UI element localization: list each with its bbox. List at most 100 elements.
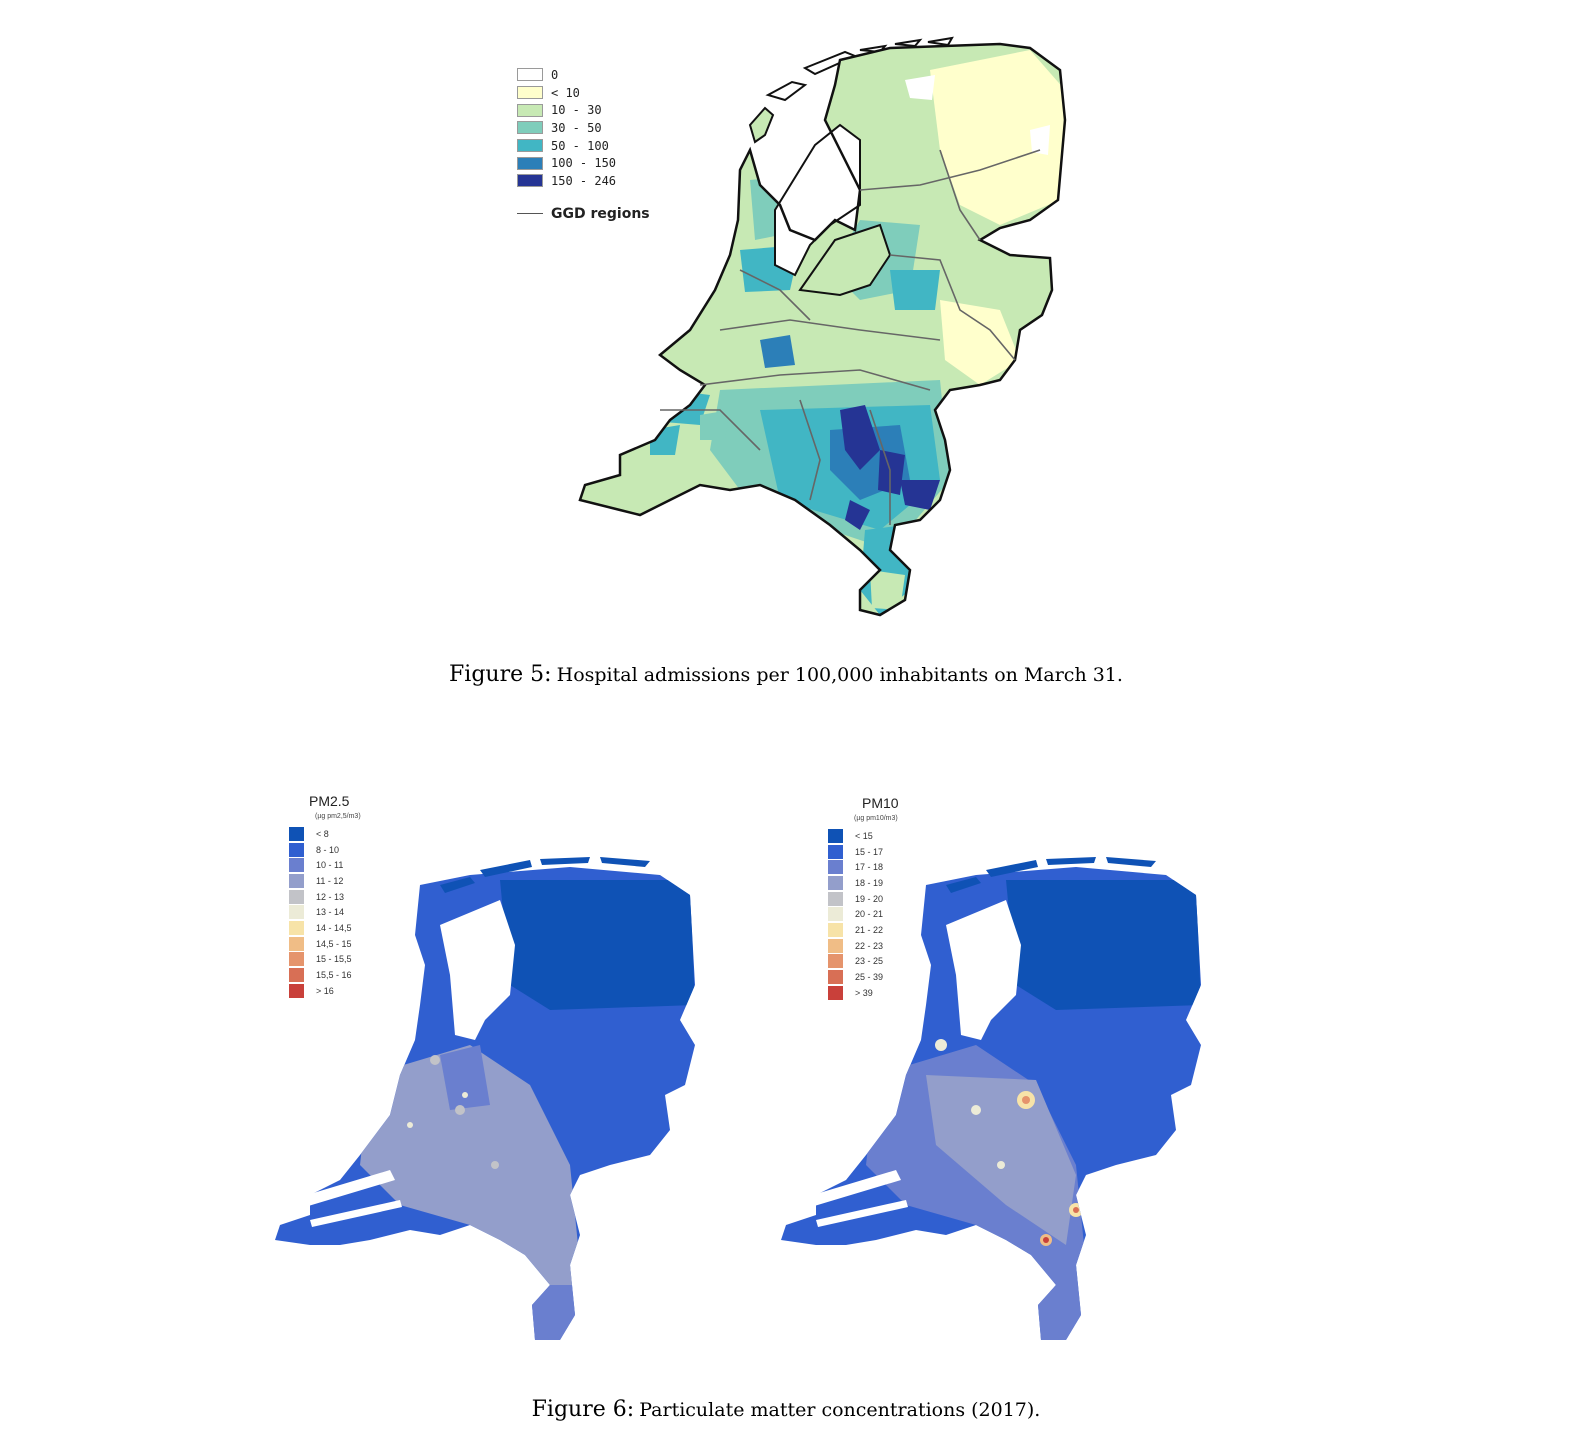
legend-label: 15 - 15,5 <box>316 954 352 965</box>
legend-label: 22 - 23 <box>855 940 884 951</box>
legend-label: 19 - 20 <box>855 893 884 904</box>
legend-entry: 10 - 11 <box>289 857 361 873</box>
legend-label: 8 - 10 <box>316 844 340 855</box>
legend-swatch <box>289 968 304 983</box>
legend-label: 10 - 30 <box>551 103 602 118</box>
legend-swatch <box>517 139 543 153</box>
legend-swatch <box>289 873 304 888</box>
pm10-legend: PM10 (µg pm10/m3) < 15 15 - 17 17 - 18 18 -… <box>828 795 899 1001</box>
legend-swatch <box>828 891 843 906</box>
wadden-island <box>927 36 954 47</box>
wadden-island <box>894 38 923 48</box>
legend-entry: 22 - 23 <box>828 938 899 954</box>
legend-label: 25 - 39 <box>855 972 884 983</box>
legend-swatch <box>289 826 304 841</box>
legend-entry: 150 - 246 <box>517 172 650 190</box>
ijsselmeer-water <box>946 900 1021 1040</box>
legend-entry: 30 - 50 <box>517 119 650 137</box>
legend-entry: 10 - 30 <box>517 101 650 119</box>
legend-entry: 14,5 - 15 <box>289 936 361 952</box>
caption-number: Figure 5: <box>449 662 552 687</box>
legend-label: 20 - 21 <box>855 909 884 920</box>
pm25-legend: PM2.5 (µg pm2,5/m3) < 8 8 - 10 10 - 11 11 -… <box>289 793 361 999</box>
legend-label: 13 - 14 <box>316 907 345 918</box>
legend-label: 50 - 100 <box>551 138 609 153</box>
wadden-island <box>765 80 808 102</box>
wadden-islands <box>946 857 1156 893</box>
caption-text: Particulate matter concentrations (2017)… <box>639 1399 1041 1421</box>
legend-entry: 13 - 14 <box>289 904 361 920</box>
legend-swatch <box>289 936 304 951</box>
legend-entry: 14 - 14,5 <box>289 920 361 936</box>
zeeland-water <box>290 1170 402 1227</box>
legend-label: > 39 <box>855 987 873 998</box>
pm10-title: PM10 <box>862 795 899 811</box>
legend-label: 23 - 25 <box>855 956 884 967</box>
caption-text: Hospital admissions per 100,000 inhabita… <box>556 664 1123 686</box>
legend-entry: < 10 <box>517 84 650 102</box>
legend-entry: 21 - 22 <box>828 922 899 938</box>
legend-entry: < 15 <box>828 828 899 844</box>
legend-entry: 12 - 13 <box>289 889 361 905</box>
legend-label: 100 - 150 <box>551 156 617 171</box>
legend-label: < 8 <box>316 828 329 839</box>
legend-label: 18 - 19 <box>855 877 884 888</box>
legend-swatch <box>517 103 543 117</box>
ijsselmeer <box>774 123 861 277</box>
legend-swatch <box>289 952 304 967</box>
legend-entry: > 16 <box>289 983 361 999</box>
figure5-caption: Figure 5: Hospital admissions per 100,00… <box>0 662 1572 687</box>
legend-swatch <box>828 875 843 890</box>
zeeland-water <box>796 1170 908 1227</box>
legend-label: < 10 <box>551 85 580 100</box>
country-outline <box>578 42 1067 617</box>
legend-swatch <box>828 938 843 953</box>
pm25-unit: (µg pm2,5/m3) <box>315 813 361 820</box>
pm10-map <box>781 857 1201 1340</box>
legend-label: 21 - 22 <box>855 924 884 935</box>
legend-swatch <box>828 985 843 1000</box>
netherlands-hospital-map <box>578 36 1067 617</box>
pm25-title: PM2.5 <box>309 793 350 809</box>
legend-entry: 19 - 20 <box>828 891 899 907</box>
legend-entry: 23 - 25 <box>828 954 899 970</box>
figure5-legend: 0 < 10 10 - 30 30 - 50 50 - 100 100 - 15… <box>517 66 650 222</box>
ggd-region-lines <box>660 149 1041 525</box>
legend-swatch <box>289 858 304 873</box>
caption-number: Figure 6: <box>531 1397 635 1422</box>
legend-entry: 11 - 12 <box>289 873 361 889</box>
legend-label: < 15 <box>855 830 873 841</box>
legend-swatch <box>289 983 304 998</box>
legend-label: 14 - 14,5 <box>316 922 352 933</box>
legend-swatch <box>289 842 304 857</box>
legend-swatch <box>289 905 304 920</box>
legend-entry: 15 - 15,5 <box>289 952 361 968</box>
legend-swatch <box>289 889 304 904</box>
legend-label: 17 - 18 <box>855 862 884 873</box>
legend-label: 0 <box>551 67 559 82</box>
legend-entry: < 8 <box>289 826 361 842</box>
legend-swatch <box>828 922 843 937</box>
legend-swatch <box>828 844 843 859</box>
legend-label: 15,5 - 16 <box>316 970 352 981</box>
legend-label: 15 - 17 <box>855 846 884 857</box>
legend-swatch <box>517 121 543 135</box>
legend-entry: 20 - 21 <box>828 906 899 922</box>
legend-swatch <box>828 907 843 922</box>
legend-entry: 15,5 - 16 <box>289 967 361 983</box>
legend-swatch <box>289 920 304 935</box>
legend-swatch <box>517 156 543 170</box>
legend-swatch <box>828 970 843 985</box>
figure6-caption: Figure 6: Particulate matter concentrati… <box>0 1397 1572 1422</box>
legend-entry: 100 - 150 <box>517 154 650 172</box>
legend-swatch <box>828 828 843 843</box>
legend-entry: 18 - 19 <box>828 875 899 891</box>
pm10-unit: (µg pm10/m3) <box>854 815 898 822</box>
legend-entry: 50 - 100 <box>517 137 650 155</box>
legend-entry: 15 - 17 <box>828 844 899 860</box>
legend-entry: > 39 <box>828 985 899 1001</box>
pm25-map <box>275 857 695 1340</box>
legend-entry: 25 - 39 <box>828 969 899 985</box>
legend-swatch <box>517 174 543 188</box>
legend-swatch <box>828 954 843 969</box>
